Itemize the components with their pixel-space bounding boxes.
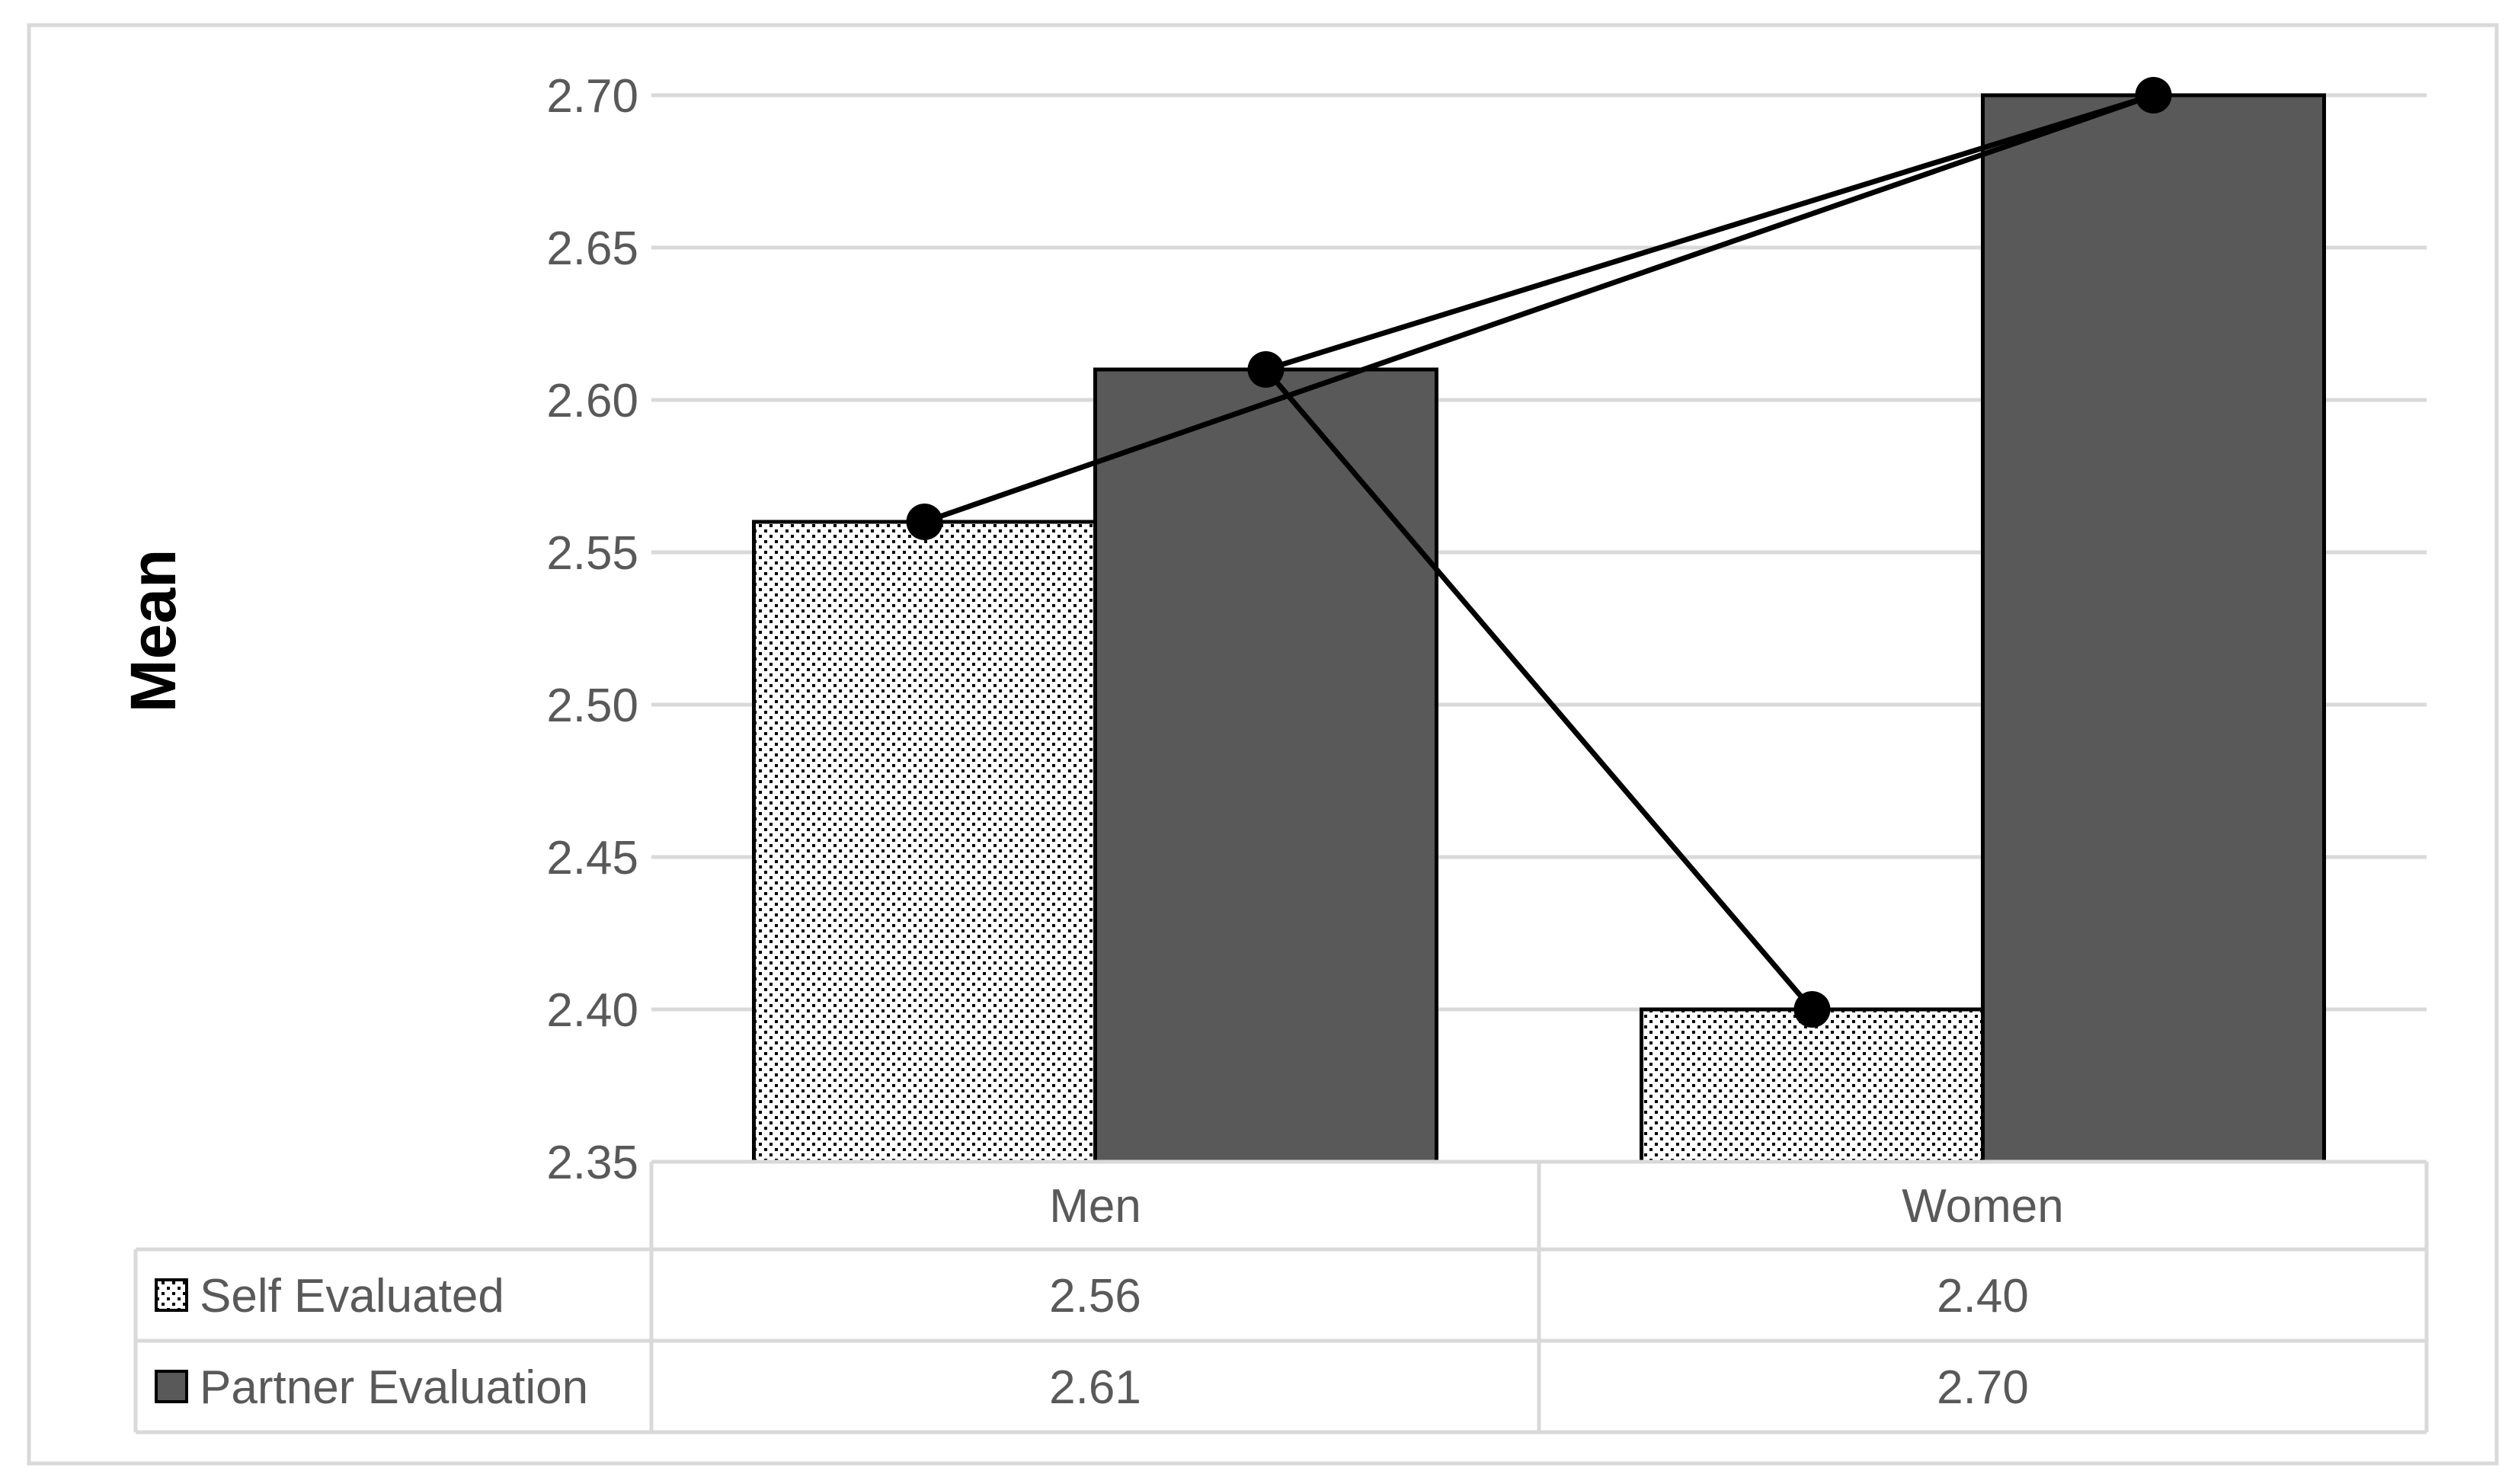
legend-swatch-self-evaluated [155, 1278, 188, 1312]
data-table: Men Women Self Evaluated 2.56 2.40 Partner Ev… [133, 1159, 2429, 1434]
y-axis-ticks: 2.70 2.65 2.60 2.55 2.50 2.45 2.40 2.35 [546, 70, 638, 1189]
data-label-self-evaluated-men: 2.56 [1049, 1270, 1141, 1322]
connecting-line-path [923, 92, 2155, 1012]
category-label-women: Women [1902, 1180, 2064, 1233]
y-tick-label: 2.65 [546, 222, 638, 275]
line-marker [906, 504, 943, 540]
y-tick-label: 2.35 [546, 1137, 638, 1189]
y-tick-label: 2.55 [546, 527, 638, 580]
category-label-men: Men [1049, 1180, 1141, 1233]
legend-label-self-evaluated: Self Evaluated [200, 1270, 504, 1322]
y-tick-label: 2.50 [546, 680, 638, 732]
y-tick-label: 2.45 [546, 832, 638, 884]
bar-self-evaluated-men [752, 520, 1097, 1164]
bar-self-evaluated-women [1640, 1007, 1985, 1164]
data-label-partner-evaluation-men: 2.61 [1049, 1361, 1141, 1414]
legend-label-partner-evaluation: Partner Evaluation [200, 1361, 588, 1414]
data-label-partner-evaluation-women: 2.70 [1937, 1361, 2029, 1414]
y-tick-label: 2.60 [546, 375, 638, 427]
data-label-self-evaluated-women: 2.40 [1937, 1270, 2029, 1322]
line-marker [1247, 351, 1285, 388]
y-tick-label: 2.70 [546, 70, 638, 123]
connecting-line [906, 77, 2172, 1028]
legend-swatch-partner-evaluation [155, 1370, 188, 1403]
bars [752, 93, 2326, 1164]
y-tick-label: 2.40 [546, 984, 638, 1037]
line-marker [1793, 991, 1831, 1028]
bar-partner-evaluation-women [1981, 93, 2326, 1164]
y-axis-title: Mean [117, 549, 189, 713]
bar-partner-evaluation-men [1093, 367, 1438, 1164]
line-marker [2135, 77, 2172, 114]
